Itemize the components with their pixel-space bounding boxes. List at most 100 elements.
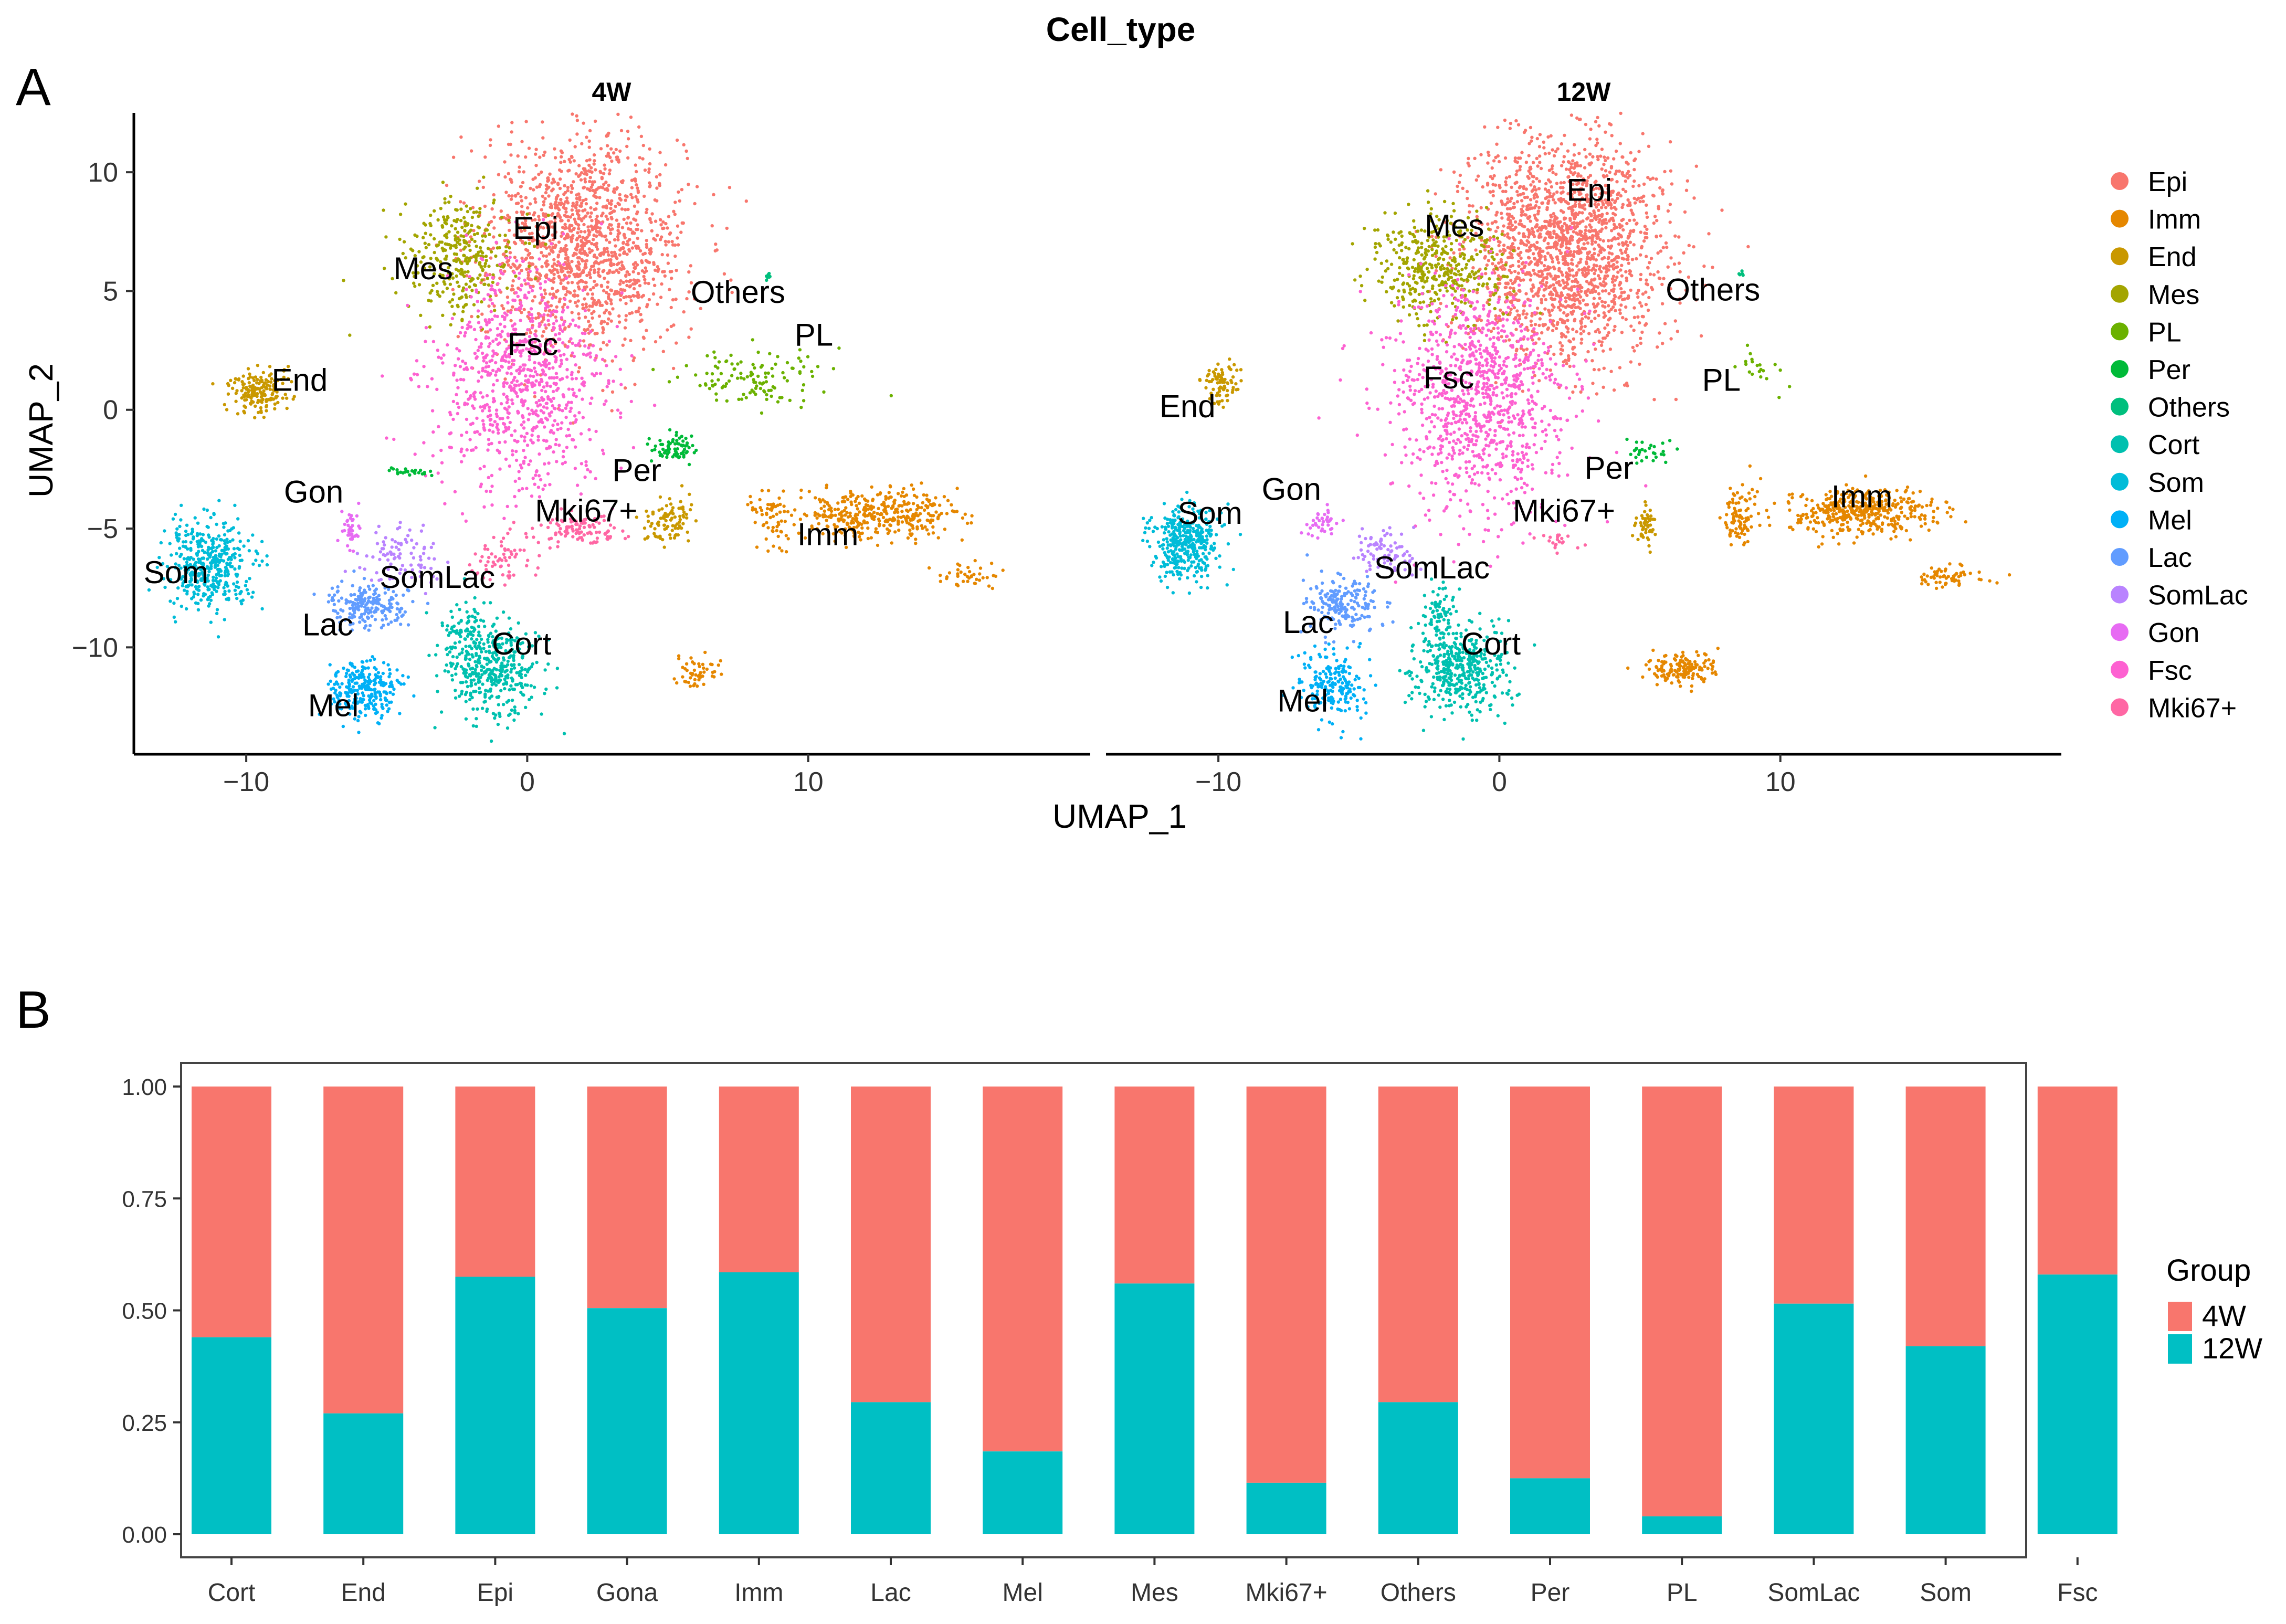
point	[760, 489, 764, 492]
point	[532, 426, 536, 429]
point	[265, 387, 269, 391]
point	[236, 573, 239, 576]
point	[768, 352, 772, 355]
point	[918, 512, 922, 515]
point	[504, 191, 508, 194]
point	[837, 346, 841, 350]
point	[555, 388, 559, 392]
point	[624, 274, 628, 278]
point	[713, 670, 717, 673]
point	[489, 689, 492, 693]
point	[503, 160, 507, 164]
point	[939, 573, 942, 577]
point	[507, 263, 510, 267]
point	[345, 519, 349, 523]
point	[576, 537, 580, 541]
point	[760, 513, 764, 516]
point	[375, 571, 378, 575]
point	[489, 256, 493, 260]
point	[531, 381, 534, 385]
point	[565, 403, 568, 407]
point	[499, 270, 503, 273]
point	[510, 180, 513, 184]
point	[513, 264, 517, 268]
point	[549, 384, 552, 388]
point	[505, 313, 509, 317]
point	[540, 293, 543, 297]
point	[479, 391, 482, 395]
point	[509, 311, 513, 314]
point	[942, 495, 946, 499]
point	[376, 607, 380, 611]
point	[202, 594, 205, 598]
point	[939, 579, 943, 583]
point	[749, 374, 753, 377]
point	[487, 364, 491, 368]
point	[472, 303, 476, 307]
point	[524, 219, 528, 223]
point	[668, 270, 672, 273]
point	[461, 305, 466, 309]
point	[389, 552, 393, 556]
point	[361, 602, 365, 606]
point	[478, 207, 482, 210]
point	[462, 201, 466, 205]
point	[627, 272, 631, 277]
point	[605, 206, 609, 209]
point	[382, 609, 385, 613]
point	[366, 599, 371, 603]
point	[893, 530, 897, 534]
point	[561, 455, 565, 459]
point	[691, 444, 694, 448]
point	[766, 549, 770, 553]
point	[567, 157, 571, 161]
point	[492, 397, 496, 400]
point	[483, 547, 487, 551]
point	[614, 255, 618, 259]
point	[480, 300, 483, 304]
point	[445, 628, 449, 632]
point	[248, 372, 251, 376]
point	[553, 217, 557, 221]
point	[598, 253, 602, 257]
point	[469, 684, 473, 688]
point	[265, 404, 269, 407]
point	[675, 269, 678, 272]
point	[582, 384, 586, 387]
point	[645, 269, 648, 273]
point	[615, 290, 619, 293]
point	[729, 278, 733, 282]
point	[592, 540, 596, 544]
point	[646, 442, 649, 446]
point	[521, 487, 524, 491]
point	[349, 593, 353, 597]
point	[906, 536, 910, 540]
point	[450, 317, 454, 321]
point	[561, 305, 565, 309]
point	[570, 281, 574, 284]
point	[484, 361, 489, 365]
point	[533, 395, 536, 398]
point	[546, 263, 550, 267]
point	[504, 359, 508, 363]
point	[548, 292, 552, 296]
point	[778, 396, 782, 399]
point	[567, 274, 571, 278]
point	[603, 187, 607, 191]
point	[532, 686, 536, 689]
point	[531, 299, 535, 303]
point	[545, 447, 549, 450]
point	[381, 618, 384, 622]
point	[559, 177, 562, 181]
point	[541, 194, 545, 198]
point	[618, 367, 623, 371]
point	[965, 521, 970, 525]
point	[652, 532, 656, 535]
point	[635, 198, 639, 202]
point	[436, 292, 440, 297]
point	[570, 259, 574, 263]
point	[612, 262, 616, 266]
point	[594, 477, 597, 480]
point	[576, 343, 580, 347]
cluster-gon	[336, 501, 362, 553]
